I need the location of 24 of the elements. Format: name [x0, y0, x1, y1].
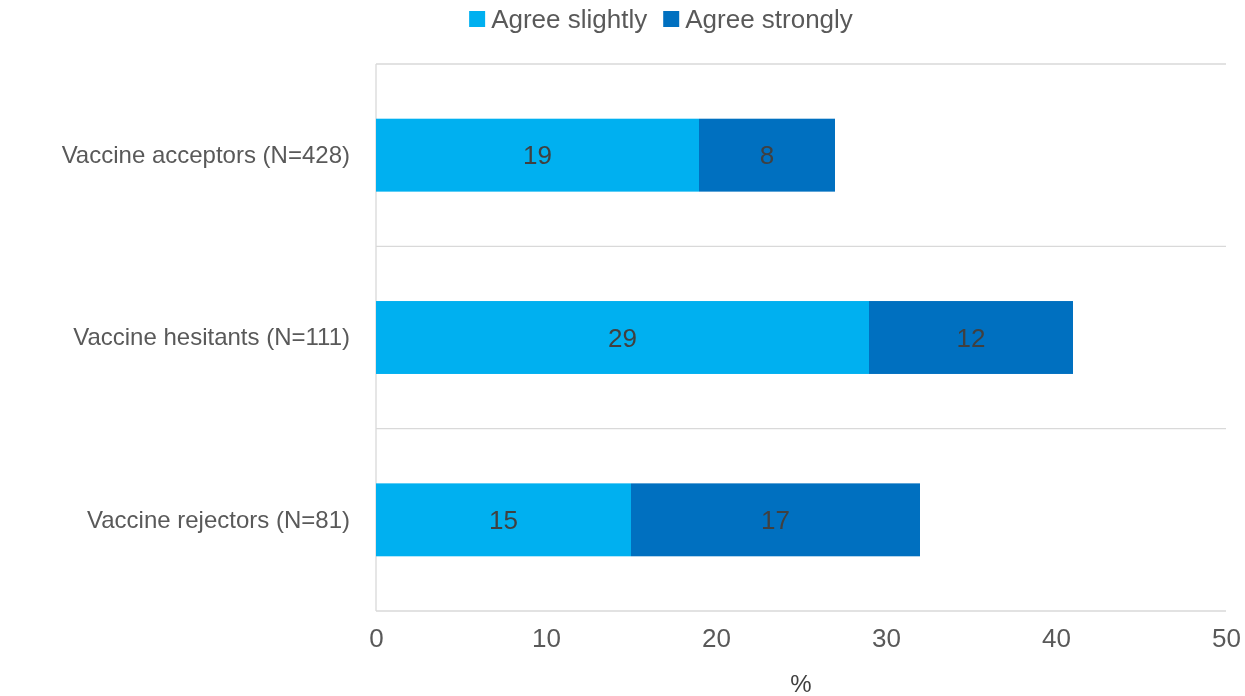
- bar: [376, 483, 631, 557]
- x-tick-label: 10: [532, 623, 561, 654]
- legend-label: Agree strongly: [685, 4, 853, 35]
- bar: [869, 301, 1073, 374]
- x-tick-label: 30: [872, 623, 901, 654]
- data-label: 19: [523, 140, 552, 171]
- legend-label: Agree slightly: [491, 4, 648, 35]
- bar: [699, 118, 835, 192]
- bar: [631, 483, 920, 557]
- x-axis-title: %: [790, 670, 812, 696]
- data-label: 8: [759, 140, 775, 171]
- data-label: 15: [489, 504, 518, 535]
- x-tick-label: 50: [1212, 623, 1241, 654]
- y-tick-label: Vaccine rejectors (N=81): [87, 505, 350, 533]
- y-tick-label: Vaccine acceptors (N=428): [61, 140, 350, 168]
- data-label: 29: [608, 322, 637, 353]
- bar: [376, 301, 869, 374]
- x-tick-label: 20: [702, 623, 731, 654]
- x-tick-label: 40: [1042, 623, 1071, 654]
- bar: [376, 118, 699, 192]
- data-label: 17: [761, 504, 790, 535]
- x-tick-label: 0: [369, 623, 384, 654]
- y-tick-label: Vaccine hesitants (N=111): [73, 323, 350, 351]
- data-label: 12: [956, 322, 986, 353]
